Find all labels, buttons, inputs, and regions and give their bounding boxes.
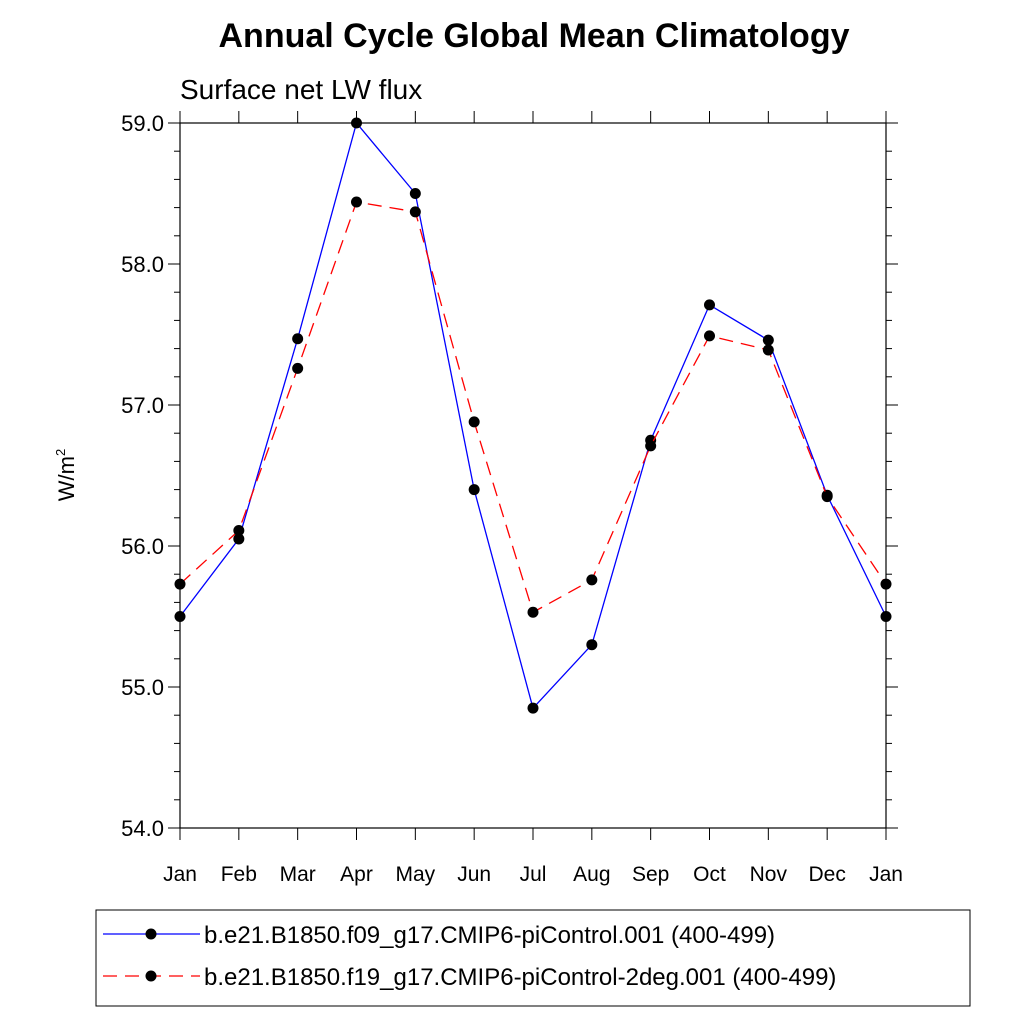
series-1-point (409, 188, 421, 199)
legend-entry-2: b.e21.B1850.f19_g17.CMIP6-piControl-2deg… (103, 964, 836, 991)
x-tick-label: Aug (573, 863, 610, 886)
x-tick-label: Oct (693, 863, 726, 886)
x-axis-ticks (179, 111, 887, 840)
series-2 (174, 196, 892, 618)
plot-frame (179, 122, 887, 829)
x-tick-label: May (395, 863, 435, 886)
x-tick-label: Nov (750, 863, 788, 886)
series-2-point (880, 578, 892, 590)
x-tick-label: Apr (340, 863, 373, 886)
series-1-point (880, 611, 892, 622)
y-axis-label-base: W/m (54, 456, 79, 501)
series-2-point (762, 344, 774, 356)
x-tick-label: Sep (632, 863, 669, 886)
x-tick-label: Dec (808, 863, 845, 886)
y-tick-label: 57.0 (121, 393, 164, 418)
y-tick-label: 59.0 (121, 111, 164, 136)
x-tick-label: Feb (221, 863, 257, 886)
chart-title: Annual Cycle Global Mean Climatology (219, 17, 850, 55)
series-1-point (527, 702, 539, 714)
y-tick-label: 54.0 (121, 816, 164, 841)
series-1-point (468, 484, 480, 496)
series-2-point (174, 578, 186, 590)
y-tick-label: 58.0 (121, 252, 164, 277)
x-tick-label: Jan (163, 863, 197, 886)
x-tick-label: Jun (457, 863, 491, 886)
chart-subtitle: Surface net LW flux (180, 74, 422, 105)
series-1 (174, 117, 892, 714)
series-2-point (645, 440, 657, 452)
series-2-point (409, 206, 421, 218)
legend-box (95, 909, 971, 1007)
series-2-point (704, 330, 715, 342)
series-2-point (527, 606, 539, 618)
series-1-point (704, 299, 715, 311)
series-2-line (179, 201, 887, 614)
series-2-point (468, 416, 480, 428)
y-axis-ticks (168, 122, 898, 829)
y-tick-label: 55.0 (121, 675, 164, 700)
y-axis-tick-labels: 54.0 55.0 56.0 57.0 58.0 59.0 (121, 111, 164, 841)
y-axis-label: W/m2 (53, 449, 79, 501)
series-2-point (292, 362, 304, 374)
series-1-point (174, 611, 186, 622)
series-1-line (179, 121, 887, 710)
legend: b.e21.B1850.f09_g17.CMIP6-piControl.001 … (103, 922, 836, 991)
legend-label: b.e21.B1850.f09_g17.CMIP6-piControl.001 … (204, 922, 775, 949)
x-tick-label: Mar (280, 863, 316, 886)
x-tick-label: Jul (520, 863, 547, 886)
y-axis-label-superscript: 2 (53, 449, 68, 456)
series-1-point (762, 334, 774, 346)
legend-label: b.e21.B1850.f19_g17.CMIP6-piControl-2deg… (204, 964, 836, 991)
series-2-point (351, 196, 362, 208)
legend-entry-1: b.e21.B1850.f09_g17.CMIP6-piControl.001 … (103, 922, 775, 949)
series-1-point (586, 639, 598, 651)
series-2-point (586, 574, 598, 586)
series-layer (174, 117, 892, 714)
series-1-point (351, 117, 362, 129)
legend-marker (145, 928, 157, 940)
x-axis-tick-labels: Jan Feb Mar Apr May Jun Jul Aug Sep Oct Nov Dec Jan (163, 863, 903, 886)
series-1-point (233, 533, 245, 545)
x-tick-label: Jan (869, 863, 903, 886)
legend-marker (145, 970, 157, 982)
y-tick-label: 56.0 (121, 534, 164, 559)
series-1-point (292, 333, 304, 345)
series-2-point (821, 491, 833, 503)
series-2-point (233, 524, 245, 536)
